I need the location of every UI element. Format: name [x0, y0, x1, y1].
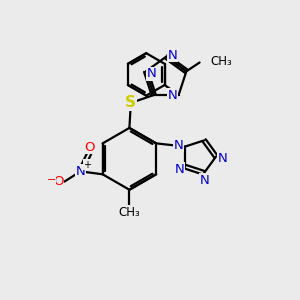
Text: CH₃: CH₃ [210, 55, 232, 68]
Text: CH₃: CH₃ [118, 206, 140, 219]
Text: N: N [218, 152, 227, 165]
Text: O: O [85, 141, 95, 154]
Text: N: N [167, 88, 177, 101]
Text: O: O [53, 175, 64, 188]
Text: N: N [168, 49, 178, 62]
Text: −: − [46, 175, 56, 185]
Text: S: S [125, 95, 136, 110]
Text: N: N [146, 67, 156, 80]
Text: N: N [174, 139, 183, 152]
Text: N: N [199, 174, 209, 187]
Text: N: N [76, 165, 85, 178]
Text: N: N [174, 163, 184, 176]
Text: +: + [83, 160, 91, 170]
